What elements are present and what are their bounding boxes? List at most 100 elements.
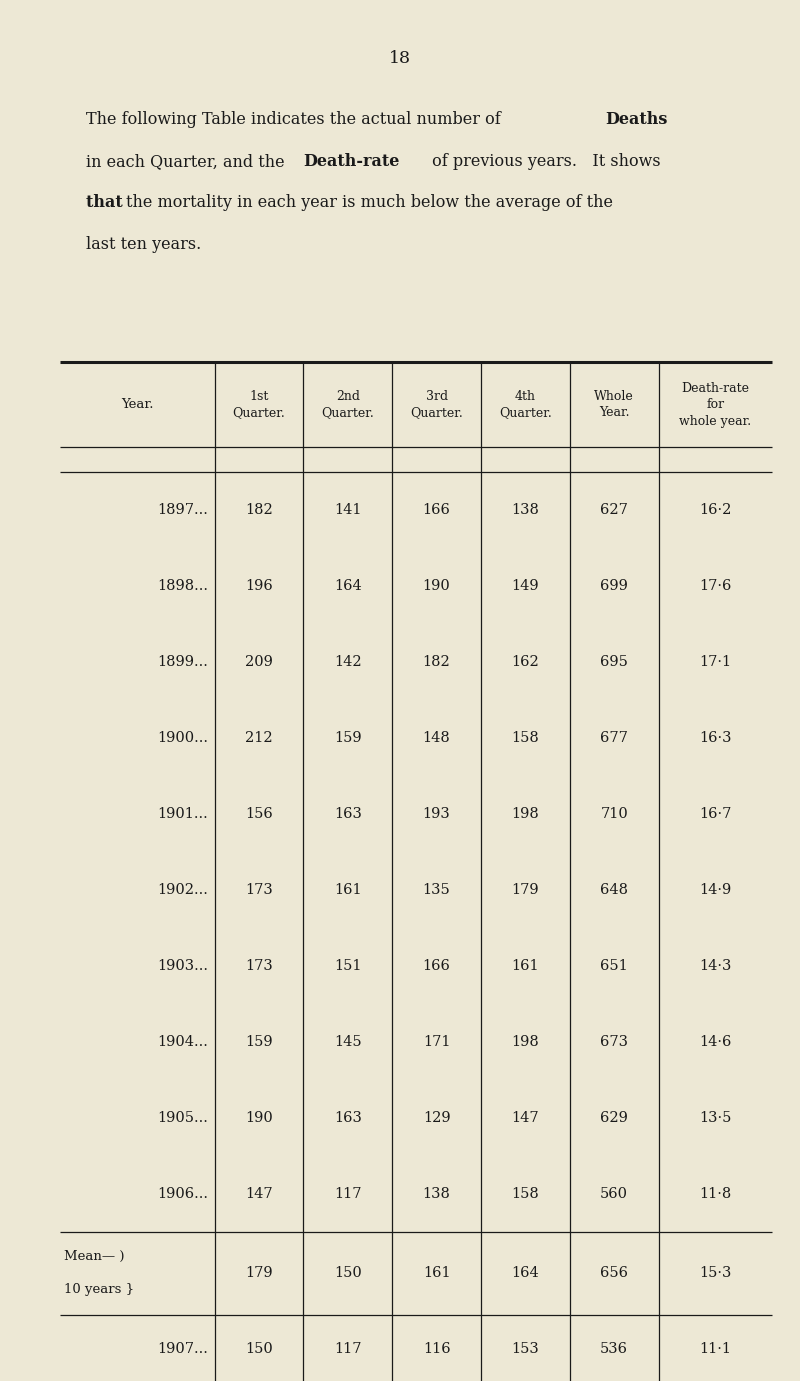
Text: 209: 209	[245, 655, 273, 670]
Text: 162: 162	[511, 655, 539, 670]
Text: 1st
Quarter.: 1st Quarter.	[233, 389, 286, 420]
Text: 16·3: 16·3	[699, 731, 731, 746]
Text: 190: 190	[422, 579, 450, 594]
Text: 117: 117	[334, 1186, 362, 1201]
Text: 695: 695	[600, 655, 628, 670]
Text: 153: 153	[511, 1342, 539, 1356]
Text: 1904...: 1904...	[158, 1034, 208, 1050]
Text: 161: 161	[423, 1266, 450, 1280]
Text: 161: 161	[512, 958, 539, 974]
Text: 198: 198	[511, 807, 539, 822]
Text: 16·7: 16·7	[699, 807, 731, 822]
Text: 14·3: 14·3	[699, 958, 731, 974]
Text: 166: 166	[422, 958, 450, 974]
Text: 173: 173	[245, 958, 273, 974]
Text: 158: 158	[511, 731, 539, 746]
Text: 149: 149	[512, 579, 539, 594]
Text: 129: 129	[423, 1110, 450, 1126]
Text: Deaths: Deaths	[605, 112, 667, 128]
Text: Mean— ): Mean— )	[64, 1250, 125, 1264]
Text: 627: 627	[600, 503, 628, 518]
Text: 3rd
Quarter.: 3rd Quarter.	[410, 389, 463, 420]
Text: 159: 159	[334, 731, 362, 746]
Text: 1906...: 1906...	[158, 1186, 208, 1201]
Text: 11·1: 11·1	[699, 1342, 731, 1356]
Text: of previous years.   It shows: of previous years. It shows	[427, 153, 661, 170]
Text: 190: 190	[245, 1110, 273, 1126]
Text: Death-rate: Death-rate	[303, 153, 399, 170]
Text: The following Table indicates the actual number of: The following Table indicates the actual…	[86, 112, 506, 128]
Text: 171: 171	[423, 1034, 450, 1050]
Text: 150: 150	[245, 1342, 273, 1356]
Text: 536: 536	[600, 1342, 628, 1356]
Text: 710: 710	[600, 807, 628, 822]
Text: 141: 141	[334, 503, 362, 518]
Text: 1897...: 1897...	[158, 503, 208, 518]
Text: Death-rate
for
whole year.: Death-rate for whole year.	[679, 381, 751, 428]
Text: 156: 156	[245, 807, 273, 822]
Text: the mortality in each year is much below the average of the: the mortality in each year is much below…	[126, 195, 614, 211]
Text: 179: 179	[512, 882, 539, 898]
Text: 11·8: 11·8	[699, 1186, 731, 1201]
Text: 163: 163	[334, 807, 362, 822]
Text: 138: 138	[422, 1186, 450, 1201]
Text: 560: 560	[600, 1186, 628, 1201]
Text: 656: 656	[600, 1266, 628, 1280]
Text: 163: 163	[334, 1110, 362, 1126]
Text: that: that	[86, 195, 129, 211]
Text: last ten years.: last ten years.	[86, 236, 202, 253]
Text: 182: 182	[245, 503, 273, 518]
Text: 198: 198	[511, 1034, 539, 1050]
Text: 147: 147	[512, 1110, 539, 1126]
Text: 117: 117	[334, 1342, 362, 1356]
Text: Year.: Year.	[121, 398, 154, 412]
Text: 14·9: 14·9	[699, 882, 731, 898]
Text: 648: 648	[600, 882, 628, 898]
Text: 17·6: 17·6	[699, 579, 731, 594]
Text: 629: 629	[600, 1110, 628, 1126]
Text: 164: 164	[334, 579, 362, 594]
Text: 673: 673	[600, 1034, 628, 1050]
Text: 651: 651	[600, 958, 628, 974]
Text: 142: 142	[334, 655, 362, 670]
Text: 1901...: 1901...	[158, 807, 208, 822]
Text: 15·3: 15·3	[699, 1266, 731, 1280]
Text: 173: 173	[245, 882, 273, 898]
Text: 1903...: 1903...	[158, 958, 208, 974]
Text: 677: 677	[600, 731, 628, 746]
Text: 1899...: 1899...	[158, 655, 208, 670]
Text: 158: 158	[511, 1186, 539, 1201]
Text: 161: 161	[334, 882, 362, 898]
Text: 1905...: 1905...	[158, 1110, 208, 1126]
Text: 10 years }: 10 years }	[64, 1283, 134, 1297]
Text: 145: 145	[334, 1034, 362, 1050]
Text: in each Quarter, and the: in each Quarter, and the	[86, 153, 290, 170]
Text: 14·6: 14·6	[699, 1034, 731, 1050]
Text: 13·5: 13·5	[699, 1110, 731, 1126]
Text: 212: 212	[245, 731, 273, 746]
Text: 16·2: 16·2	[699, 503, 731, 518]
Text: 699: 699	[600, 579, 628, 594]
Text: 4th
Quarter.: 4th Quarter.	[499, 389, 552, 420]
Text: 1907...: 1907...	[158, 1342, 208, 1356]
Text: 1902...: 1902...	[158, 882, 208, 898]
Text: 116: 116	[423, 1342, 450, 1356]
Text: 182: 182	[422, 655, 450, 670]
Text: 150: 150	[334, 1266, 362, 1280]
Text: 2nd
Quarter.: 2nd Quarter.	[322, 389, 374, 420]
Text: 151: 151	[334, 958, 362, 974]
Text: 193: 193	[422, 807, 450, 822]
Text: 196: 196	[245, 579, 273, 594]
Text: 159: 159	[245, 1034, 273, 1050]
Text: Whole
Year.: Whole Year.	[594, 389, 634, 420]
Text: 138: 138	[511, 503, 539, 518]
Text: 18: 18	[389, 50, 411, 66]
Text: 147: 147	[245, 1186, 273, 1201]
Text: 1898...: 1898...	[158, 579, 208, 594]
Text: 1900...: 1900...	[158, 731, 208, 746]
Text: 148: 148	[422, 731, 450, 746]
Text: 179: 179	[245, 1266, 273, 1280]
Text: 135: 135	[422, 882, 450, 898]
Text: 166: 166	[422, 503, 450, 518]
Text: 17·1: 17·1	[699, 655, 731, 670]
